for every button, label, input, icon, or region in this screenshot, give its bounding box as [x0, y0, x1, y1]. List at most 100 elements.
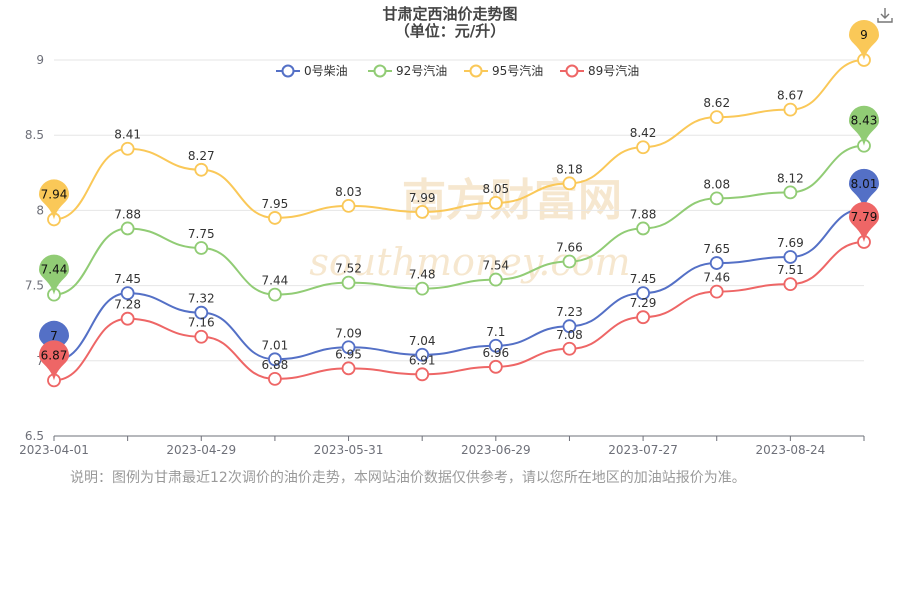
data-label: 7.46 — [703, 271, 730, 285]
min-pin-label: 7.94 — [41, 187, 68, 201]
max-pin — [849, 20, 879, 60]
data-point — [636, 286, 650, 301]
data-label: 7.45 — [630, 272, 657, 286]
max-pin — [849, 201, 879, 242]
data-label: 8.05 — [482, 182, 509, 196]
legend-label: 92号汽油 — [396, 63, 447, 78]
data-point — [415, 281, 430, 296]
series-line — [53, 59, 865, 221]
data-label: 7.75 — [188, 227, 215, 241]
data-label: 8.12 — [777, 171, 804, 185]
max-pin — [849, 105, 879, 146]
data-label: 7.01 — [262, 338, 289, 352]
data-point — [783, 185, 798, 200]
min-pin-label: 7.44 — [41, 263, 68, 277]
data-point — [268, 287, 282, 302]
data-label: 7.32 — [188, 292, 215, 306]
data-point — [709, 256, 724, 270]
data-label: 7.65 — [703, 242, 730, 256]
data-point — [636, 310, 650, 325]
legend-marker — [373, 64, 387, 78]
data-point — [783, 277, 798, 291]
legend-marker — [565, 64, 579, 78]
data-label: 7.88 — [630, 207, 657, 221]
data-point — [120, 311, 135, 326]
data-label: 7.28 — [114, 298, 141, 312]
chart-title: 甘肃定西油价走势图 — [382, 5, 518, 23]
data-point — [562, 319, 577, 334]
data-point — [341, 275, 356, 290]
series-line — [53, 207, 865, 362]
y-tick-label: 7.5 — [25, 279, 44, 293]
data-label: 7.29 — [630, 296, 657, 310]
data-point — [636, 221, 650, 236]
data-label: 8.62 — [703, 96, 730, 110]
x-tick-label: 2023-04-29 — [166, 443, 236, 457]
data-point — [120, 286, 135, 301]
x-tick-label: 2023-04-01 — [19, 443, 89, 457]
legend-label: 95号汽油 — [492, 63, 543, 78]
y-tick-label: 7 — [36, 354, 44, 368]
data-label: 8.27 — [188, 149, 215, 163]
data-label: 7.09 — [335, 326, 362, 340]
data-point — [120, 221, 135, 236]
data-point — [709, 284, 724, 299]
data-label: 7.51 — [777, 263, 804, 277]
download-icon[interactable] — [876, 6, 894, 24]
data-point — [488, 338, 503, 353]
legend-marker — [281, 64, 295, 78]
legend-label: 89号汽油 — [588, 63, 639, 78]
data-label: 6.96 — [482, 346, 509, 360]
series-line — [53, 240, 865, 382]
data-label: 6.95 — [335, 347, 362, 361]
x-tick-label: 2023-07-27 — [608, 443, 678, 457]
data-point — [783, 250, 798, 264]
data-label: 6.91 — [409, 353, 436, 367]
data-label: 8.03 — [335, 185, 362, 199]
data-label: 7.99 — [409, 191, 436, 205]
legend-marker — [469, 64, 483, 78]
data-point — [488, 272, 503, 287]
data-label: 8.08 — [703, 177, 730, 191]
data-label: 7.88 — [114, 207, 141, 221]
data-point — [268, 211, 282, 225]
data-label: 7.95 — [262, 197, 289, 211]
data-point — [562, 254, 577, 269]
data-label: 8.42 — [630, 126, 657, 140]
data-point — [194, 162, 209, 177]
data-point — [194, 241, 209, 255]
max-pin-label: 8.43 — [851, 114, 878, 128]
data-label: 7.16 — [188, 316, 215, 330]
data-label: 7.66 — [556, 241, 583, 255]
chart-subtitle: （单位：元/升） — [394, 22, 506, 40]
data-point — [636, 140, 650, 155]
data-point — [415, 347, 430, 362]
min-pin-label: 6.87 — [41, 348, 68, 362]
data-point — [488, 195, 503, 210]
min-pin-label: 7 — [50, 329, 58, 343]
y-tick-label: 6.5 — [25, 429, 44, 443]
data-point — [415, 367, 430, 382]
x-tick-label: 2023-05-31 — [314, 443, 384, 457]
data-point — [709, 191, 724, 206]
y-tick-label: 8 — [36, 203, 44, 217]
data-point — [341, 340, 356, 355]
data-point — [341, 361, 356, 376]
max-pin-label: 8.01 — [851, 177, 878, 191]
data-point — [120, 141, 135, 156]
data-label: 7.08 — [556, 328, 583, 342]
x-tick-label: 2023-08-24 — [755, 443, 825, 457]
data-label: 7.45 — [114, 272, 141, 286]
data-point — [268, 352, 282, 367]
max-pin-label: 9 — [860, 28, 868, 42]
data-label: 7.23 — [556, 305, 583, 319]
data-label: 7.04 — [409, 334, 436, 348]
min-pin — [39, 179, 69, 220]
data-point — [194, 329, 209, 344]
max-pin — [849, 168, 879, 209]
data-point — [268, 371, 282, 386]
data-label: 7.44 — [262, 274, 289, 288]
data-point — [783, 102, 798, 117]
data-label: 7.52 — [335, 262, 362, 276]
